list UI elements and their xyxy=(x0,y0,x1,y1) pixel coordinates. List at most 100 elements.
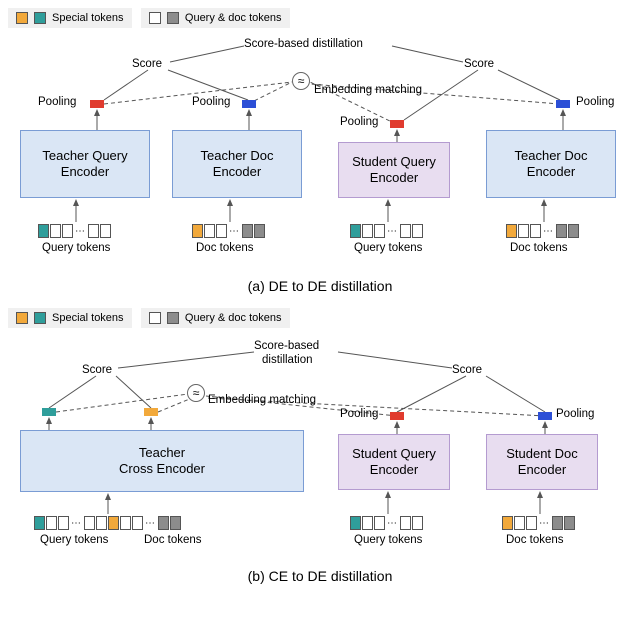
legend-row-b: Special tokens Query & doc tokens xyxy=(8,308,632,328)
ellipsis-icon: ⋯ xyxy=(387,226,398,237)
pooled-embedding xyxy=(42,408,56,416)
token xyxy=(46,516,57,530)
pooling-label: Pooling xyxy=(556,408,594,420)
token-row-ce: ⋯⋯ xyxy=(34,516,181,530)
figure-b: Special tokens Query & doc tokens Teache… xyxy=(8,308,632,584)
ellipsis-icon: ⋯ xyxy=(539,518,550,529)
student-encoder: Student Doc Encoder xyxy=(486,434,598,490)
token xyxy=(518,224,529,238)
token xyxy=(38,224,49,238)
ellipsis-icon: ⋯ xyxy=(543,226,554,237)
embedding-matching-label: Embedding matching xyxy=(208,394,316,406)
token xyxy=(568,224,579,238)
swatch-teal xyxy=(34,312,46,324)
token xyxy=(412,224,423,238)
ellipsis-icon: ⋯ xyxy=(387,518,398,529)
token xyxy=(552,516,563,530)
swatch-orange xyxy=(16,312,28,324)
pooled-embedding xyxy=(390,412,404,420)
legend-special: Special tokens xyxy=(8,8,132,28)
diagram-a-canvas: Teacher Query EncoderTeacher Doc Encoder… xyxy=(8,34,632,274)
token xyxy=(530,224,541,238)
teacher-encoder: Teacher Cross Encoder xyxy=(20,430,304,492)
token xyxy=(216,224,227,238)
token-row: ⋯ xyxy=(350,516,423,530)
swatch-white xyxy=(149,12,161,24)
score-label: Score xyxy=(132,58,162,70)
ellipsis-icon: ⋯ xyxy=(229,226,240,237)
swatch-gray xyxy=(167,12,179,24)
token xyxy=(514,516,525,530)
token-row: ⋯ xyxy=(506,224,579,238)
token xyxy=(34,516,45,530)
token xyxy=(88,224,99,238)
token xyxy=(254,224,265,238)
token xyxy=(84,516,95,530)
pooled-embedding xyxy=(144,408,158,416)
score-based-distillation-label: Score-based distillation xyxy=(244,38,363,50)
student-encoder: Student Query Encoder xyxy=(338,142,450,198)
token xyxy=(158,516,169,530)
swatch-teal xyxy=(34,12,46,24)
token-row: ⋯ xyxy=(502,516,575,530)
legend-querydoc-b: Query & doc tokens xyxy=(141,308,290,328)
token xyxy=(132,516,143,530)
token xyxy=(350,224,361,238)
pooled-embedding xyxy=(556,100,570,108)
token-caption: Doc tokens xyxy=(510,242,568,254)
legend-querydoc: Query & doc tokens xyxy=(141,8,290,28)
token-caption: Query tokens xyxy=(354,242,422,254)
token xyxy=(506,224,517,238)
token-row: ⋯ xyxy=(350,224,423,238)
token xyxy=(120,516,131,530)
token-caption: Doc tokens xyxy=(506,534,564,546)
token xyxy=(204,224,215,238)
swatch-orange xyxy=(16,12,28,24)
token xyxy=(400,224,411,238)
pooled-embedding xyxy=(390,120,404,128)
token xyxy=(400,516,411,530)
token-caption: Query tokens xyxy=(40,534,108,546)
token xyxy=(526,516,537,530)
token xyxy=(192,224,203,238)
legend-querydoc-label: Query & doc tokens xyxy=(185,12,282,24)
token xyxy=(412,516,423,530)
token-row: ⋯ xyxy=(38,224,111,238)
student-encoder: Student Query Encoder xyxy=(338,434,450,490)
score-based-label-b: distillation xyxy=(262,354,313,366)
token xyxy=(564,516,575,530)
token xyxy=(58,516,69,530)
pooled-embedding xyxy=(538,412,552,420)
token xyxy=(62,224,73,238)
legend-special-label: Special tokens xyxy=(52,12,124,24)
caption-a: (a) DE to DE distillation xyxy=(8,278,632,294)
score-label: Score xyxy=(82,364,112,376)
pooled-embedding xyxy=(242,100,256,108)
token xyxy=(374,224,385,238)
pooling-label: Pooling xyxy=(38,96,76,108)
ellipsis-icon: ⋯ xyxy=(71,518,82,529)
token-caption: Doc tokens xyxy=(196,242,254,254)
token xyxy=(170,516,181,530)
teacher-encoder: Teacher Doc Encoder xyxy=(486,130,616,198)
embedding-matching-label: Embedding matching xyxy=(314,84,422,96)
token-row: ⋯ xyxy=(192,224,265,238)
swatch-gray xyxy=(167,312,179,324)
caption-b: (b) CE to DE distillation xyxy=(8,568,632,584)
pooled-embedding xyxy=(90,100,104,108)
legend-querydoc-label: Query & doc tokens xyxy=(185,312,282,324)
legend-special-b: Special tokens xyxy=(8,308,132,328)
token xyxy=(96,516,107,530)
legend-special-label: Special tokens xyxy=(52,312,124,324)
pooling-label: Pooling xyxy=(340,116,378,128)
swatch-white xyxy=(149,312,161,324)
approx-icon: ≈ xyxy=(292,72,310,90)
legend-row: Special tokens Query & doc tokens xyxy=(8,8,632,28)
pooling-label: Pooling xyxy=(340,408,378,420)
token xyxy=(242,224,253,238)
pooling-label: Pooling xyxy=(192,96,230,108)
teacher-encoder: Teacher Doc Encoder xyxy=(172,130,302,198)
token xyxy=(50,224,61,238)
token xyxy=(362,516,373,530)
token xyxy=(374,516,385,530)
